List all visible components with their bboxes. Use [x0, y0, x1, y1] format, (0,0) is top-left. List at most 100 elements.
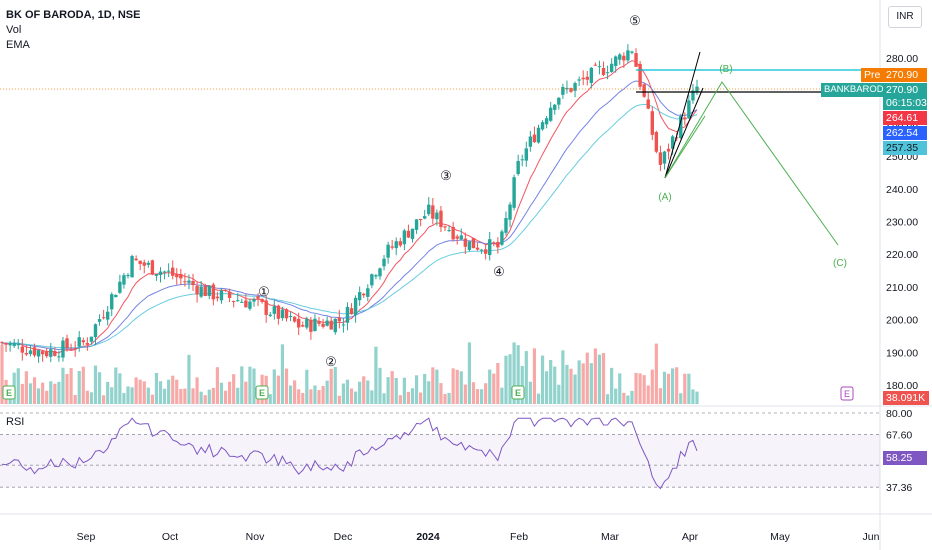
- volume-bar: [634, 372, 638, 404]
- candle-body: [674, 137, 679, 139]
- rsi-tick-label: 37.36: [886, 482, 912, 494]
- volume-bar: [223, 390, 228, 404]
- abc-projection-line: [664, 81, 839, 246]
- candle-body: [215, 296, 220, 299]
- candle-body: [357, 292, 362, 301]
- price-tick-label: 280.00: [886, 53, 918, 65]
- earnings-marker: [255, 385, 269, 400]
- earnings-marker: [511, 385, 525, 400]
- rsi-indicator-label[interactable]: RSI: [6, 416, 25, 428]
- ema-indicator-label[interactable]: EMA: [6, 39, 30, 51]
- candle-body: [662, 151, 667, 164]
- currency-button[interactable]: INR: [888, 6, 922, 28]
- time-tick-label: Jun: [863, 531, 880, 543]
- volume-bar: [81, 366, 85, 404]
- candle-body: [670, 136, 675, 149]
- candle-body: [203, 286, 207, 296]
- volume-bar: [524, 351, 528, 404]
- candle-body: [69, 349, 73, 351]
- wave-label: ⑤: [629, 13, 641, 28]
- volume-bar: [69, 368, 73, 404]
- volume-bar: [508, 354, 512, 404]
- volume-bar: [626, 395, 630, 404]
- candle-body: [65, 338, 69, 349]
- candle-body: [313, 318, 317, 332]
- candle-body: [471, 238, 476, 249]
- candle-body: [329, 320, 333, 330]
- candle-body: [288, 316, 293, 318]
- volume-bar: [240, 366, 244, 404]
- volume-bar: [32, 377, 37, 404]
- candle-body: [309, 319, 313, 332]
- wave-label: ④: [493, 264, 505, 279]
- volume-bar: [122, 393, 126, 404]
- volume-bar: [284, 368, 289, 404]
- volume-bar: [187, 354, 191, 404]
- volume-bar: [658, 388, 663, 404]
- candle-body: [597, 66, 602, 68]
- volume-bar: [288, 385, 293, 404]
- candle-body: [142, 262, 146, 266]
- volume-bar: [654, 343, 658, 404]
- volume-bar: [313, 385, 317, 404]
- volume-bar: [484, 383, 488, 404]
- candle-body: [32, 347, 37, 356]
- volume-bar: [118, 373, 122, 404]
- candle-body: [280, 309, 285, 319]
- volume-bar: [191, 388, 195, 404]
- volume-bar: [471, 382, 476, 404]
- volume-bar: [329, 368, 333, 404]
- price-tick-label: 240.00: [886, 184, 918, 196]
- price-tick-label: 220.00: [886, 249, 918, 261]
- candle-body: [4, 343, 8, 345]
- volume-bar: [333, 367, 337, 404]
- price-tick-label: 190.00: [886, 347, 918, 359]
- candle-body: [687, 100, 691, 118]
- volume-bar: [301, 392, 305, 404]
- volume-bar: [73, 394, 77, 404]
- earnings-marker: [2, 385, 16, 400]
- volume-bar: [199, 391, 203, 404]
- volume-bar: [597, 354, 602, 404]
- candle-body: [622, 55, 626, 61]
- candle-body: [447, 230, 451, 232]
- volume-bar: [102, 395, 106, 404]
- volume-bar: [679, 393, 683, 404]
- candle-body: [20, 346, 25, 353]
- candle-body: [256, 296, 260, 299]
- candle-body: [28, 350, 33, 355]
- candle-body: [57, 356, 61, 358]
- price-tick-label: 230.00: [886, 217, 918, 229]
- candle-body: [382, 258, 386, 267]
- candle-body: [150, 260, 155, 275]
- candle-body: [406, 230, 411, 238]
- earnings-marker-label: E: [259, 388, 265, 398]
- candle-body: [0, 342, 4, 344]
- volume-bar: [146, 387, 150, 404]
- candles: [0, 44, 699, 363]
- candle-body: [679, 116, 683, 138]
- candle-body: [333, 318, 337, 333]
- volume-bar: [459, 371, 463, 404]
- volume-bar: [671, 368, 675, 404]
- abc-label: (A): [658, 192, 671, 203]
- volume-bar: [268, 394, 272, 404]
- volume-bar: [423, 373, 427, 404]
- rsi-tick-label: 80.00: [886, 408, 912, 420]
- candle-body: [341, 324, 346, 326]
- volume-bar: [601, 353, 606, 404]
- volume-bar: [642, 375, 646, 404]
- volume-bar: [386, 377, 390, 404]
- earnings-marker-label: E: [6, 388, 12, 398]
- candle-body: [276, 305, 281, 319]
- candle-body: [24, 353, 29, 355]
- volume-bar: [512, 342, 516, 404]
- volume-indicator-label[interactable]: Vol: [6, 24, 22, 36]
- volume-bar: [228, 381, 232, 404]
- volume-bar: [532, 348, 537, 404]
- candle-body: [524, 148, 528, 161]
- volume-bar: [142, 381, 146, 404]
- volume-bar: [504, 355, 508, 404]
- volume-bar: [589, 363, 593, 404]
